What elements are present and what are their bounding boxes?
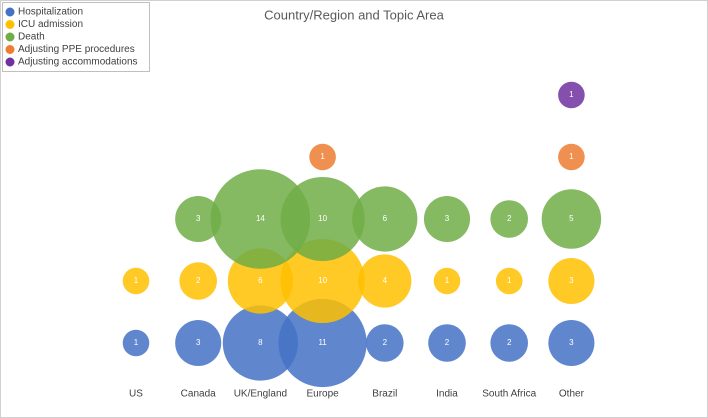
data-label: 2	[445, 338, 450, 347]
bubble	[428, 324, 466, 362]
bubble	[280, 238, 365, 324]
bubble	[423, 195, 471, 243]
bubble	[558, 81, 585, 109]
bubble	[222, 305, 299, 381]
x-tick-label: Brazil	[372, 389, 397, 400]
data-label: 8	[258, 338, 263, 347]
data-label: 1	[134, 338, 139, 347]
bubble	[490, 200, 529, 238]
legend-label: ICU admission	[18, 19, 83, 30]
bubble	[541, 189, 602, 249]
data-label: 1	[320, 152, 325, 161]
x-tick-label: Europe	[306, 389, 339, 400]
legend-marker	[5, 32, 15, 42]
bubble	[433, 267, 461, 295]
x-tick-label: UK/England	[234, 389, 287, 400]
legend-label: Hospitalization	[18, 7, 83, 18]
bubble	[175, 195, 222, 243]
data-label: 14	[256, 214, 265, 223]
data-label: 3	[445, 214, 450, 223]
data-label: 1	[445, 276, 450, 285]
data-label: 3	[196, 214, 201, 223]
legend-marker	[5, 57, 15, 67]
bubble	[358, 254, 412, 308]
bubble	[352, 186, 418, 252]
bubble	[548, 257, 595, 305]
bubble	[309, 143, 336, 171]
legend-marker	[5, 7, 15, 17]
bubble	[175, 319, 222, 367]
data-label: 11	[318, 338, 327, 347]
bubble	[210, 169, 311, 269]
data-label: 1	[569, 152, 574, 161]
data-label: 1	[134, 276, 139, 285]
legend-box	[2, 2, 150, 72]
bubble	[495, 267, 523, 295]
data-label: 3	[569, 276, 574, 285]
data-label: 2	[507, 214, 512, 223]
legend-label: Death	[18, 32, 45, 43]
data-label: 10	[318, 276, 327, 285]
legend-marker	[5, 20, 15, 29]
data-label: 1	[569, 90, 574, 99]
x-tick-label: India	[436, 389, 458, 400]
bubble	[278, 298, 367, 388]
x-tick-label: Canada	[181, 389, 216, 400]
data-label: 3	[569, 338, 574, 347]
chart-title: Country/Region and Topic Area	[264, 7, 444, 22]
bubble	[548, 319, 595, 367]
bubble	[490, 324, 529, 362]
legend-marker	[5, 45, 15, 54]
bubble	[122, 267, 150, 295]
bubble	[122, 329, 150, 357]
data-label: 2	[383, 338, 388, 347]
legend-label: Adjusting accommodations	[18, 57, 138, 68]
data-label: 4	[383, 276, 388, 285]
bubble	[179, 262, 218, 300]
data-label: 6	[383, 214, 388, 223]
data-label: 10	[318, 214, 327, 223]
legend-label: Adjusting PPE procedures	[18, 44, 135, 55]
x-tick-label: South Africa	[482, 389, 536, 400]
bubble	[280, 176, 365, 262]
x-tick-label: Other	[559, 389, 585, 400]
x-tick-label: US	[129, 389, 143, 400]
data-label: 2	[507, 338, 512, 347]
data-label: 3	[196, 338, 201, 347]
data-label: 1	[507, 276, 512, 285]
data-label: 6	[258, 276, 263, 285]
bubble	[558, 143, 585, 171]
bubble	[365, 324, 404, 362]
data-label: 2	[196, 276, 201, 285]
data-label: 5	[569, 214, 574, 223]
